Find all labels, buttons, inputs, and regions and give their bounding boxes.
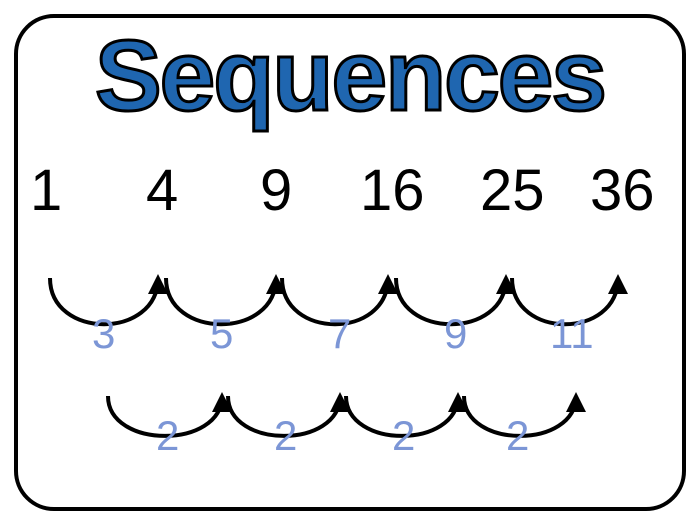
- diagram-svg: 1 4 9 16 25 36 3 5 7 9 11 2 2 2 2: [18, 18, 682, 507]
- sequence-term: 16: [360, 158, 425, 223]
- second-difference: 2: [392, 412, 415, 459]
- sequence-term: 1: [30, 158, 62, 223]
- first-difference: 5: [210, 310, 233, 357]
- first-difference: 11: [550, 310, 594, 357]
- sequence-term: 36: [590, 158, 655, 223]
- first-difference: 3: [92, 310, 115, 357]
- sequence-card: Sequences 1491625363579112222: [14, 14, 686, 511]
- second-difference: 2: [506, 412, 529, 459]
- sequence-term: 4: [146, 158, 178, 223]
- first-difference: 9: [444, 310, 467, 357]
- sequence-term: 9: [260, 158, 292, 223]
- first-difference: 7: [328, 310, 351, 357]
- second-difference: 2: [274, 412, 297, 459]
- sequence-term: 25: [480, 158, 545, 223]
- second-difference: 2: [156, 412, 179, 459]
